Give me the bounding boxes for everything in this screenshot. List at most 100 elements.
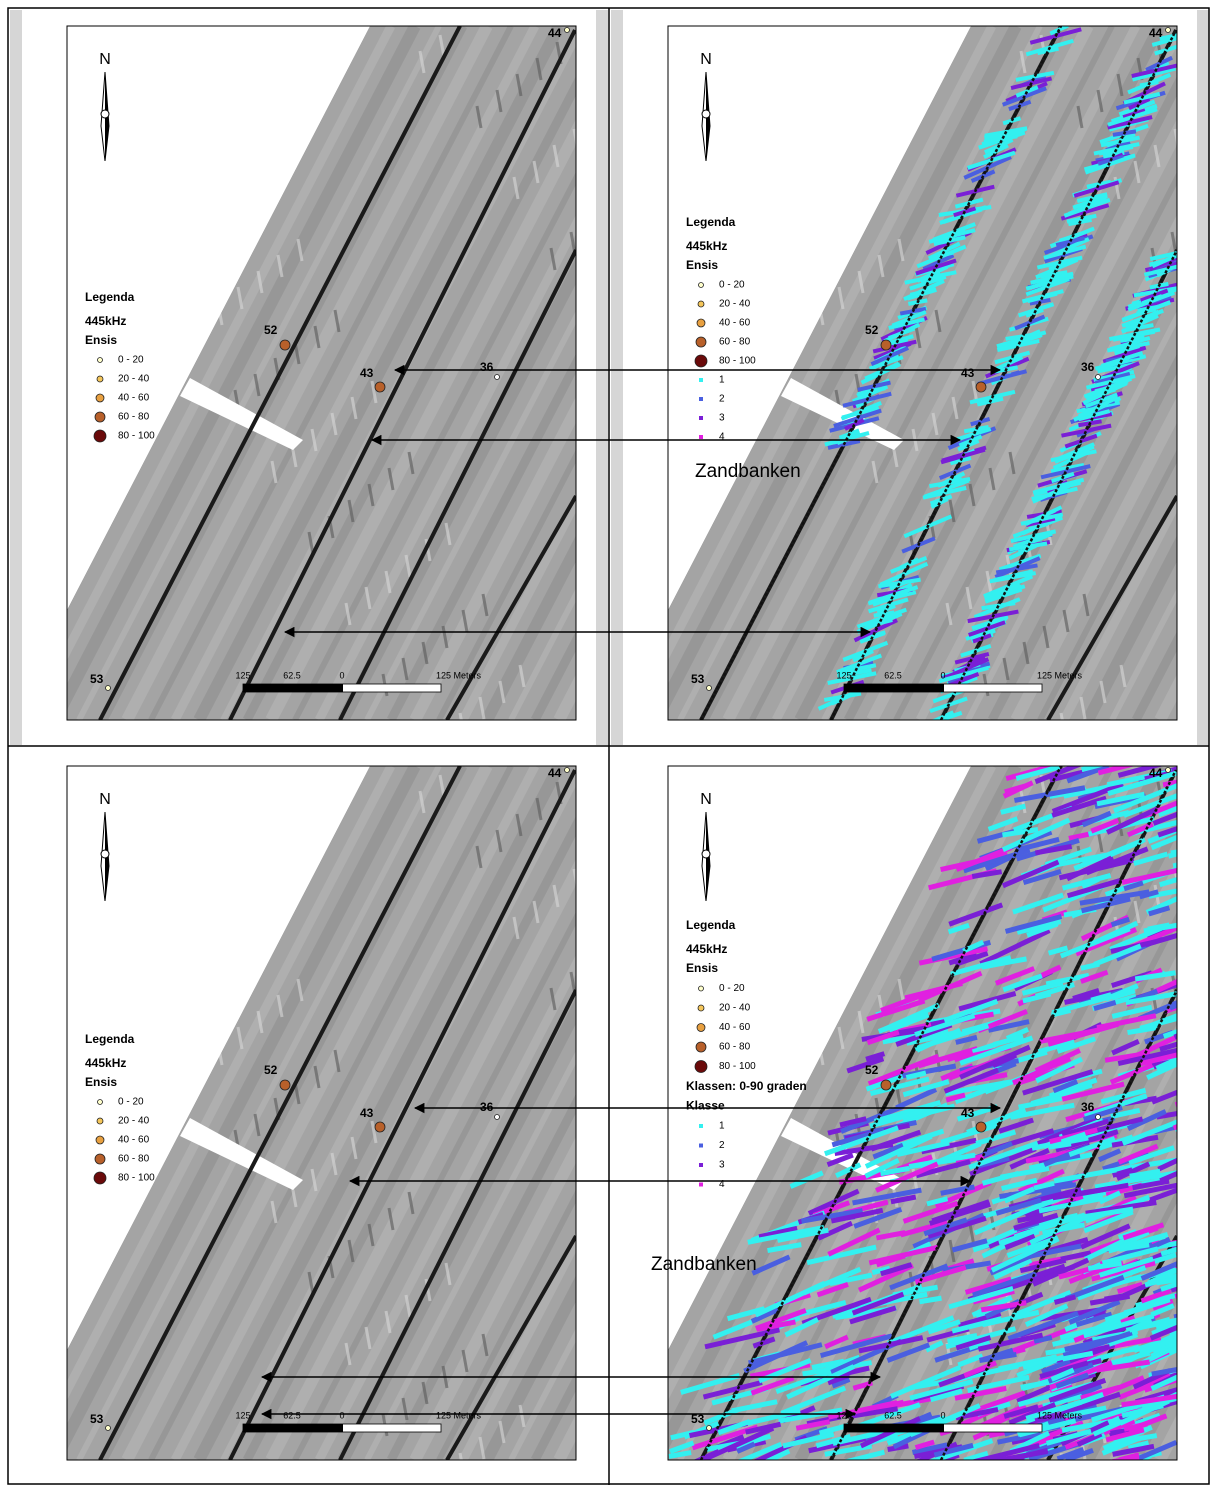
class-stroke [1210, 1288, 1214, 1292]
north-arrow [702, 850, 710, 858]
class-stroke [1193, 1001, 1214, 1024]
legend-item: 3 [719, 1160, 725, 1171]
scale-label: 125 [235, 670, 250, 680]
sample-point [565, 28, 570, 33]
class-stroke [1196, 1331, 1214, 1345]
scale-label: 62.5 [283, 670, 301, 680]
legend-frequency: 445kHz [85, 1056, 126, 1070]
scale-label: 0 [940, 1410, 945, 1420]
legend-species: Ensis [686, 258, 718, 272]
legend-item: 80 - 100 [118, 1173, 155, 1184]
north-label: N [99, 791, 111, 808]
north-arrow [101, 850, 109, 858]
class-stroke [1210, 1291, 1214, 1300]
map-image [608, 26, 1214, 735]
legend-symbol [95, 412, 105, 422]
legend-symbol [699, 986, 704, 991]
point-label: 52 [865, 1063, 879, 1077]
class-stroke [1177, 1090, 1208, 1096]
legend-item: 60 - 80 [118, 1154, 150, 1165]
legend-item: 80 - 100 [118, 431, 155, 442]
class-stroke [1183, 900, 1210, 905]
legend-item: 80 - 100 [719, 356, 756, 367]
legend-symbol [699, 435, 703, 439]
class-stroke [1186, 1004, 1204, 1011]
panels: N4452433653Legenda445kHzEnsis0 - 2020 - … [7, 26, 1214, 1475]
scale-label: 125 Meters [436, 1410, 482, 1420]
legend-item: 60 - 80 [719, 337, 751, 348]
class-stroke [1200, 1300, 1214, 1310]
scale-label: 125 Meters [1037, 1410, 1083, 1420]
point-label: 44 [1149, 26, 1163, 40]
map-image [608, 755, 1214, 1475]
legend-title: Legenda [85, 1032, 135, 1046]
scale-label: 125 Meters [436, 670, 482, 680]
legend-group: Klassen: 0-90 graden [686, 1079, 807, 1093]
legend-item: 0 - 20 [118, 355, 144, 366]
point-label: 43 [360, 1106, 374, 1120]
legend-symbol [699, 1124, 703, 1128]
legend-item: 0 - 20 [719, 280, 745, 291]
legend-title: Legenda [85, 290, 135, 304]
legend-title: Legenda [686, 918, 736, 932]
legend-item: 40 - 60 [118, 393, 150, 404]
class-stroke [1174, 1303, 1214, 1317]
legend-symbol [695, 1061, 707, 1073]
map-panel: N4452433653Legenda445kHzEnsis0 - 2020 - … [608, 755, 1214, 1475]
legend-symbol [698, 1005, 704, 1011]
legend-symbol [97, 1118, 103, 1124]
class-stroke [1187, 1281, 1214, 1293]
legend-symbol [696, 1042, 706, 1052]
north-label: N [700, 791, 712, 808]
legend-species: Ensis [85, 333, 117, 347]
class-stroke [1195, 1267, 1214, 1280]
class-stroke [1184, 1245, 1202, 1248]
map-panel: N4452433653Legenda445kHzEnsis0 - 2020 - … [608, 26, 1214, 735]
scale-label: 125 [235, 1410, 250, 1420]
figure: N4452433653Legenda445kHzEnsis0 - 2020 - … [0, 0, 1214, 1485]
legend-symbol [695, 355, 707, 367]
sample-point [881, 1080, 891, 1090]
legend-symbol [697, 319, 705, 327]
scale-bar [243, 1424, 343, 1432]
sample-point [565, 768, 570, 773]
legend-symbol [699, 1144, 703, 1148]
sample-point [1166, 28, 1171, 33]
side-bar [611, 10, 623, 745]
legend-item: 2 [719, 1140, 725, 1151]
point-label: 53 [90, 672, 104, 686]
legend-group: Klasse [686, 1099, 725, 1113]
legend-item: 20 - 40 [719, 1003, 751, 1014]
class-stroke [1172, 1226, 1214, 1247]
point-label: 43 [360, 366, 374, 380]
scale-label: 0 [940, 670, 945, 680]
point-label: 43 [961, 366, 975, 380]
legend-symbol [96, 394, 104, 402]
scale-bar [243, 684, 343, 692]
north-label: N [99, 51, 111, 68]
class-stroke [1175, 1110, 1214, 1130]
legend-species: Ensis [85, 1075, 117, 1089]
annotation: Zandbanken [695, 461, 801, 482]
scale-label: 0 [339, 1410, 344, 1420]
legend-symbol [699, 1163, 703, 1167]
class-stroke [1210, 769, 1214, 776]
sample-point [106, 686, 111, 691]
sample-point [1096, 1115, 1101, 1120]
side-bar [1197, 10, 1209, 745]
class-stroke [1187, 1293, 1214, 1316]
side-bar [10, 10, 22, 745]
class-stroke [1188, 771, 1214, 791]
legend-symbol [96, 1136, 104, 1144]
legend-symbol [94, 1172, 106, 1184]
class-stroke [1206, 782, 1214, 791]
point-label: 36 [480, 1100, 494, 1114]
class-stroke [1200, 1323, 1214, 1332]
legend-symbol [697, 1024, 705, 1032]
class-stroke [1183, 1333, 1206, 1337]
class-stroke [1194, 1012, 1214, 1016]
legend-species: Ensis [686, 961, 718, 975]
legend-item: 4 [719, 432, 725, 443]
point-label: 52 [264, 1063, 278, 1077]
sample-point [881, 340, 891, 350]
